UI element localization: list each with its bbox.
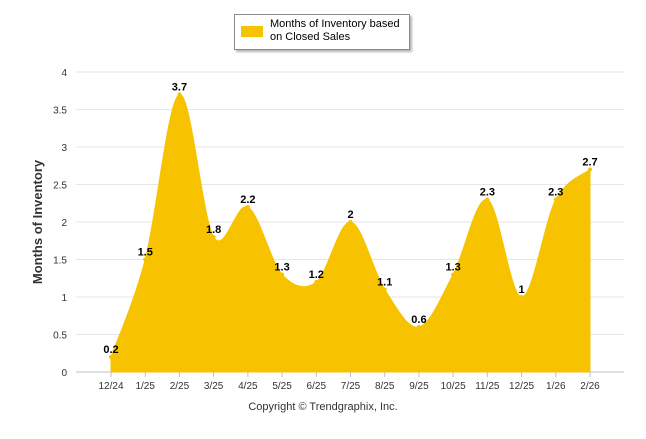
x-tick-label: 12/25 xyxy=(509,381,534,392)
data-label-6-25: 1.2 xyxy=(309,269,324,281)
x-tick-label: 2/26 xyxy=(580,381,600,392)
x-tick-label: 5/25 xyxy=(272,381,292,392)
y-tick-label: 0 xyxy=(61,368,67,379)
y-tick-label: 1.5 xyxy=(53,256,67,267)
data-labels: 0.2 1.5 3.7 1.8 2.2 1.3 1.2 2 1.1 0.6 1.3 2.3 1 2.3 2.… xyxy=(103,82,597,357)
x-tick-label: 1/26 xyxy=(546,381,566,392)
y-tick-label: 3 xyxy=(61,143,67,154)
data-label-12-24: 0.2 xyxy=(103,344,118,356)
legend[interactable]: Months of Inventory based on Closed Sale… xyxy=(234,14,410,50)
y-tick-label: 0.5 xyxy=(53,331,67,342)
x-tick-label: 8/25 xyxy=(375,381,395,392)
data-point-10-25[interactable] xyxy=(451,272,456,277)
y-tick-label: 2 xyxy=(61,218,67,229)
data-point-7-25[interactable] xyxy=(348,220,353,224)
data-label-12-25: 1 xyxy=(519,284,525,296)
x-tick-label: 6/25 xyxy=(307,381,327,392)
data-points xyxy=(109,92,592,359)
data-label-9-25: 0.6 xyxy=(411,314,426,326)
x-axis-ticks: 12/24 1/25 2/25 3/25 4/25 5/25 6/25 7/25 8/25 9/2… xyxy=(98,372,600,392)
data-label-1-26: 2.3 xyxy=(548,187,563,199)
data-point-2-25[interactable] xyxy=(177,92,182,97)
legend-label: Months of Inventory based on Closed Sale… xyxy=(270,18,400,43)
y-tick-label: 2.5 xyxy=(53,181,67,192)
y-tick-label: 1 xyxy=(61,293,67,304)
data-point-12-24[interactable] xyxy=(109,355,113,359)
data-point-8-25[interactable] xyxy=(382,287,387,292)
data-point-2-26[interactable] xyxy=(588,167,592,172)
data-point-11-25[interactable] xyxy=(485,197,490,202)
data-point-12-25[interactable] xyxy=(519,295,524,299)
data-point-6-25[interactable] xyxy=(314,280,319,284)
y-axis-ticks: 0 0.5 1 1.5 2 2.5 3 3.5 4 xyxy=(53,68,67,379)
data-label-2-25: 3.7 xyxy=(172,82,187,94)
copyright-text: Copyright © Trendgraphix, Inc. xyxy=(248,401,398,413)
x-tick-label: 7/25 xyxy=(341,381,361,392)
y-tick-label: 4 xyxy=(61,68,67,79)
x-tick-label: 3/25 xyxy=(204,381,224,392)
data-label-4-25: 2.2 xyxy=(240,194,255,206)
data-point-1-25[interactable] xyxy=(143,257,148,262)
x-tick-label: 10/25 xyxy=(441,381,466,392)
x-tick-label: 4/25 xyxy=(238,381,258,392)
data-label-8-25: 1.1 xyxy=(377,277,392,289)
y-tick-label: 3.5 xyxy=(53,106,67,117)
x-tick-label: 9/25 xyxy=(409,381,429,392)
x-tick-label: 2/25 xyxy=(170,381,190,392)
x-tick-label: 12/24 xyxy=(98,381,123,392)
data-label-7-25: 2 xyxy=(347,209,353,221)
data-label-10-25: 1.3 xyxy=(445,262,460,274)
data-label-2-26: 2.7 xyxy=(582,157,597,169)
inventory-area xyxy=(110,93,591,373)
data-point-3-25[interactable] xyxy=(211,235,216,239)
data-label-1-25: 1.5 xyxy=(138,247,153,259)
data-point-5-25[interactable] xyxy=(280,272,285,277)
data-label-3-25: 1.8 xyxy=(206,224,221,236)
data-point-1-26[interactable] xyxy=(553,197,558,202)
data-label-11-25: 2.3 xyxy=(480,187,495,199)
data-label-5-25: 1.3 xyxy=(274,262,289,274)
data-point-4-25[interactable] xyxy=(245,205,250,209)
x-tick-label: 11/25 xyxy=(475,381,500,392)
y-axis-title: Months of Inventory xyxy=(30,159,45,284)
legend-swatch xyxy=(241,26,263,37)
x-tick-label: 1/25 xyxy=(135,381,155,392)
data-point-9-25[interactable] xyxy=(416,325,421,329)
